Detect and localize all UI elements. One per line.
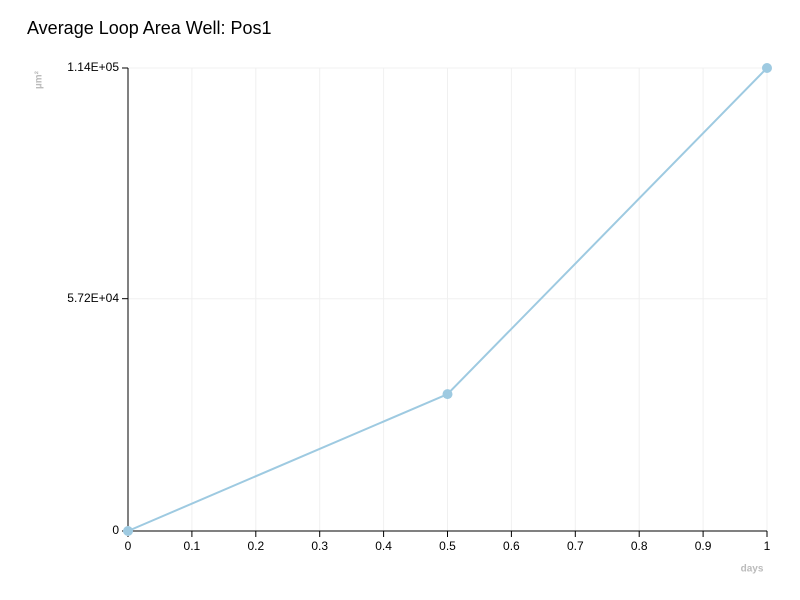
x-tick-label: 0 (125, 539, 132, 553)
x-tick-label: 0.6 (503, 539, 520, 553)
y-axis-label: µm² (34, 70, 45, 89)
x-tick-label: 0.9 (695, 539, 712, 553)
data-point (123, 526, 133, 536)
data-point (442, 389, 453, 400)
data-point (762, 63, 772, 73)
y-tick-label: 0 (112, 523, 119, 537)
x-axis-label: days (741, 564, 764, 575)
chart-title: Average Loop Area Well: Pos1 (27, 18, 272, 38)
x-tick-label: 0.5 (439, 539, 456, 553)
x-tick-label: 0.4 (375, 539, 392, 553)
y-tick-label: 5.72E+04 (67, 291, 119, 305)
x-tick-label: 1 (764, 539, 771, 553)
x-tick-label: 0.3 (311, 539, 328, 553)
x-tick-label: 0.2 (247, 539, 264, 553)
x-tick-label: 0.7 (567, 539, 584, 553)
x-tick-label: 0.1 (184, 539, 201, 553)
y-tick-label: 1.14E+05 (67, 60, 119, 74)
x-tick-label: 0.8 (631, 539, 648, 553)
